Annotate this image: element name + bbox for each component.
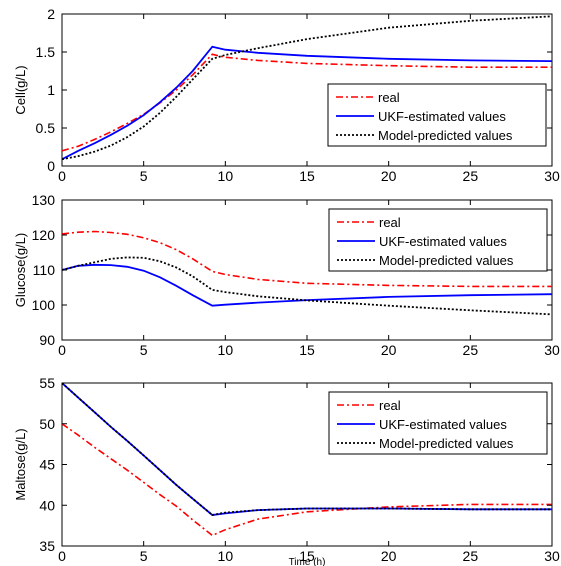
y-tick-label: 100 bbox=[32, 297, 56, 313]
x-tick-label: 25 bbox=[463, 548, 479, 564]
x-tick-label: 0 bbox=[58, 548, 66, 564]
x-tick-label: 0 bbox=[58, 168, 66, 184]
y-tick-label: 1 bbox=[47, 82, 55, 98]
y-tick-label: 0.5 bbox=[36, 120, 56, 136]
legend: real UKF-estimated values Model-predicted … bbox=[327, 83, 547, 147]
legend-label: real bbox=[378, 90, 400, 105]
y-tick-label: 0 bbox=[47, 158, 55, 174]
subplot-2: 0 5 10 15 20 25 30 90 100 110 120 130 Glucose(g/L) re… bbox=[13, 192, 560, 358]
legend-label: Model-predicted values bbox=[378, 128, 513, 143]
legend-label: Model-predicted values bbox=[379, 436, 514, 451]
y-tick-label: 55 bbox=[39, 375, 55, 391]
y-tick-label: 40 bbox=[39, 497, 55, 513]
legend: real UKF-estimated values Model-predicted … bbox=[328, 208, 548, 272]
y-tick-label: 50 bbox=[39, 416, 55, 432]
x-tick-label: 30 bbox=[544, 168, 560, 184]
x-tick-label: 10 bbox=[218, 548, 234, 564]
y-axis-label: Cell(g/L) bbox=[13, 65, 28, 114]
legend-label: real bbox=[379, 398, 401, 413]
legend-label: UKF-estimated values bbox=[379, 234, 507, 249]
x-tick-label: 10 bbox=[218, 168, 234, 184]
series-line-1 bbox=[62, 230, 552, 288]
y-tick-label: 90 bbox=[39, 332, 55, 348]
x-tick-label: 0 bbox=[58, 342, 66, 358]
x-tick-label: 20 bbox=[381, 168, 397, 184]
y-tick-label: 130 bbox=[32, 192, 56, 208]
x-axis-label: Time (h) bbox=[289, 557, 326, 566]
y-tick-label: 45 bbox=[39, 457, 55, 473]
legend-label: UKF-estimated values bbox=[379, 417, 507, 432]
legend: real UKF-estimated values Model-predicted … bbox=[328, 391, 548, 455]
y-tick-label: 1.5 bbox=[36, 44, 56, 60]
series-line-3 bbox=[62, 15, 552, 161]
series-line-3 bbox=[62, 256, 552, 316]
x-tick-label: 10 bbox=[218, 342, 234, 358]
series-line-2 bbox=[62, 263, 552, 307]
y-tick-label: 35 bbox=[39, 538, 55, 554]
x-tick-label: 5 bbox=[140, 548, 148, 564]
legend-label: Model-predicted values bbox=[379, 253, 514, 268]
series-line-2 bbox=[62, 383, 552, 516]
x-tick-label: 15 bbox=[299, 548, 315, 564]
y-axis-label: Glucose(g/L) bbox=[13, 233, 28, 307]
x-tick-label: 25 bbox=[463, 342, 479, 358]
y-tick-label: 120 bbox=[32, 227, 56, 243]
x-tick-label: 30 bbox=[544, 342, 560, 358]
x-tick-label: 20 bbox=[381, 548, 397, 564]
subplot-3: 0 5 10 15 20 25 30 35 40 45 50 55 Maltose(g/L) Time (… bbox=[13, 375, 560, 566]
subplot-1: 0 5 10 15 20 25 30 0 0.5 1 1.5 2 Cell(g/L) real UKF-es… bbox=[13, 6, 560, 184]
x-tick-label: 5 bbox=[140, 342, 148, 358]
x-tick-label: 30 bbox=[544, 548, 560, 564]
x-tick-label: 25 bbox=[463, 168, 479, 184]
x-tick-label: 15 bbox=[299, 342, 315, 358]
y-axis-label: Maltose(g/L) bbox=[13, 428, 28, 500]
y-tick-label: 110 bbox=[33, 262, 56, 278]
series-line-2 bbox=[62, 45, 552, 161]
y-tick-label: 2 bbox=[47, 6, 55, 22]
x-tick-label: 20 bbox=[381, 342, 397, 358]
x-tick-label: 5 bbox=[140, 168, 148, 184]
legend-label: real bbox=[379, 215, 401, 230]
x-tick-label: 15 bbox=[299, 168, 315, 184]
legend-label: UKF-estimated values bbox=[378, 109, 506, 124]
series-line-1 bbox=[62, 53, 552, 152]
